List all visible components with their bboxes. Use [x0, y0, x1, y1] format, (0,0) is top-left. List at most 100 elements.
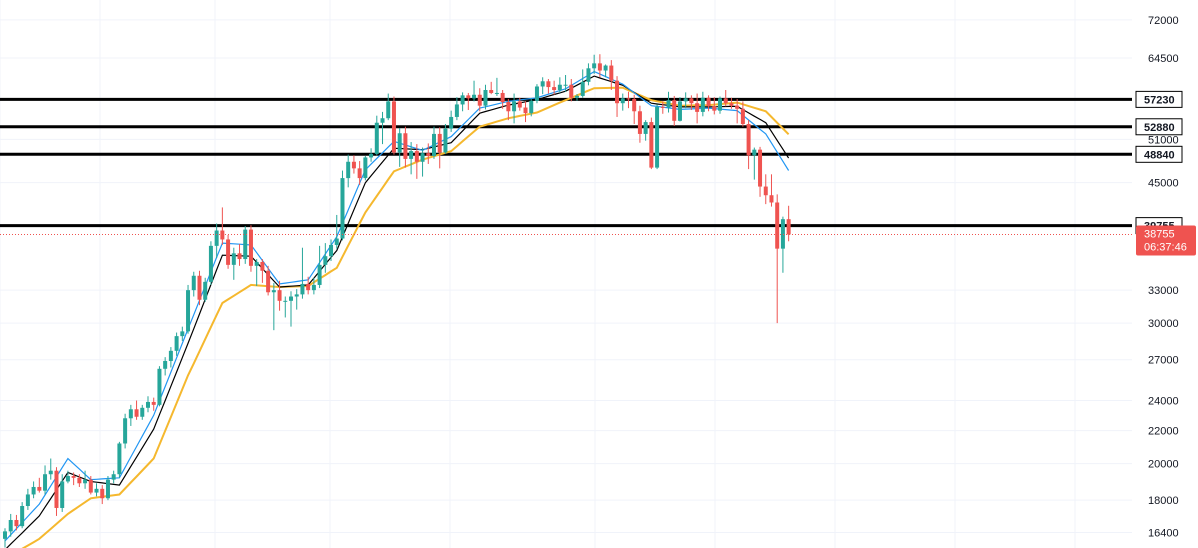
candle-body[interactable]: [460, 95, 465, 105]
candle-body[interactable]: [517, 101, 522, 108]
candle-body[interactable]: [306, 283, 311, 291]
candle-body[interactable]: [329, 244, 334, 257]
candle-body[interactable]: [243, 229, 248, 260]
candle-body[interactable]: [603, 65, 608, 71]
candle-body[interactable]: [752, 149, 757, 156]
candle-body[interactable]: [60, 481, 65, 508]
candle-body[interactable]: [43, 474, 48, 491]
candle-body[interactable]: [666, 100, 671, 108]
candle-body[interactable]: [351, 161, 356, 169]
candle-body[interactable]: [746, 124, 751, 156]
candle-body[interactable]: [31, 486, 36, 495]
candle-body[interactable]: [231, 253, 236, 265]
candle-body[interactable]: [718, 98, 722, 111]
candle-body[interactable]: [414, 151, 419, 162]
candle-body[interactable]: [466, 95, 471, 99]
candle-body[interactable]: [140, 407, 145, 417]
candle-body[interactable]: [660, 106, 665, 108]
candle-body[interactable]: [655, 106, 660, 168]
candle-body[interactable]: [203, 281, 208, 300]
candle-body[interactable]: [266, 270, 271, 293]
candle-body[interactable]: [409, 151, 414, 159]
candle-body[interactable]: [111, 474, 116, 480]
candle-body[interactable]: [729, 103, 734, 106]
candle-body[interactable]: [534, 86, 539, 101]
candle-body[interactable]: [294, 294, 299, 297]
candle-body[interactable]: [214, 230, 219, 246]
candle-body[interactable]: [763, 186, 768, 196]
candle-body[interactable]: [163, 360, 168, 369]
candle-body[interactable]: [14, 519, 19, 527]
candle-body[interactable]: [323, 256, 328, 265]
candle-body[interactable]: [117, 443, 122, 475]
candle-body[interactable]: [300, 283, 305, 295]
candle-body[interactable]: [208, 245, 213, 282]
candle-body[interactable]: [363, 157, 368, 179]
candle-body[interactable]: [506, 101, 511, 112]
candle-body[interactable]: [489, 90, 494, 93]
candle-body[interactable]: [683, 98, 688, 102]
candle-body[interactable]: [592, 63, 597, 69]
candle-body[interactable]: [769, 195, 774, 203]
candle-body[interactable]: [632, 98, 637, 112]
candle-body[interactable]: [626, 98, 631, 100]
candle-body[interactable]: [168, 350, 173, 361]
candle-body[interactable]: [128, 409, 133, 419]
candle-body[interactable]: [700, 97, 705, 112]
candle-body[interactable]: [77, 477, 82, 484]
candle-body[interactable]: [477, 94, 482, 106]
candle-body[interactable]: [65, 476, 70, 482]
price-axis[interactable]: 72000 64500 51000 45000 33000 30000 27000 24000…: [1135, 15, 1196, 540]
candle-body[interactable]: [540, 81, 545, 87]
candle-body[interactable]: [529, 100, 534, 114]
candle-body[interactable]: [649, 122, 654, 168]
candle-body[interactable]: [289, 296, 293, 301]
candle-body[interactable]: [557, 84, 562, 91]
candle-body[interactable]: [620, 98, 625, 104]
candle-body[interactable]: [643, 122, 648, 134]
candle-body[interactable]: [277, 290, 282, 301]
candle-body[interactable]: [677, 101, 682, 121]
candles[interactable]: [3, 54, 791, 548]
candle-body[interactable]: [357, 168, 362, 179]
candle-body[interactable]: [706, 97, 711, 107]
candle-body[interactable]: [191, 275, 196, 291]
candle-body[interactable]: [672, 100, 677, 121]
candle-body[interactable]: [369, 153, 374, 158]
candle-body[interactable]: [494, 92, 499, 94]
candle-body[interactable]: [391, 101, 396, 153]
candle-body[interactable]: [449, 116, 454, 129]
candle-body[interactable]: [220, 230, 225, 240]
candle-body[interactable]: [380, 118, 385, 123]
candle-body[interactable]: [597, 63, 602, 71]
candle-body[interactable]: [437, 133, 442, 153]
candle-body[interactable]: [186, 290, 191, 332]
candle-body[interactable]: [723, 98, 728, 104]
candle-body[interactable]: [758, 149, 763, 187]
candle-body[interactable]: [483, 90, 488, 106]
candle-body[interactable]: [248, 229, 253, 266]
candle-body[interactable]: [712, 106, 717, 111]
candle-body[interactable]: [386, 101, 391, 119]
candle-body[interactable]: [346, 161, 351, 179]
candle-body[interactable]: [311, 284, 316, 291]
candle-body[interactable]: [226, 239, 231, 265]
candle-body[interactable]: [403, 133, 408, 159]
candle-body[interactable]: [609, 65, 614, 81]
candle-body[interactable]: [254, 261, 259, 266]
candle-body[interactable]: [134, 409, 139, 417]
candle-body[interactable]: [3, 531, 7, 539]
candle-body[interactable]: [552, 87, 557, 91]
candle-body[interactable]: [586, 68, 591, 82]
candle-body[interactable]: [780, 219, 785, 249]
candle-body[interactable]: [454, 104, 459, 117]
candle-body[interactable]: [523, 107, 528, 114]
candle-body[interactable]: [546, 81, 551, 88]
candle-body[interactable]: [695, 103, 700, 112]
candle-body[interactable]: [786, 219, 791, 235]
candle-body[interactable]: [237, 253, 242, 260]
candle-body[interactable]: [334, 238, 339, 245]
candle-body[interactable]: [94, 488, 99, 493]
